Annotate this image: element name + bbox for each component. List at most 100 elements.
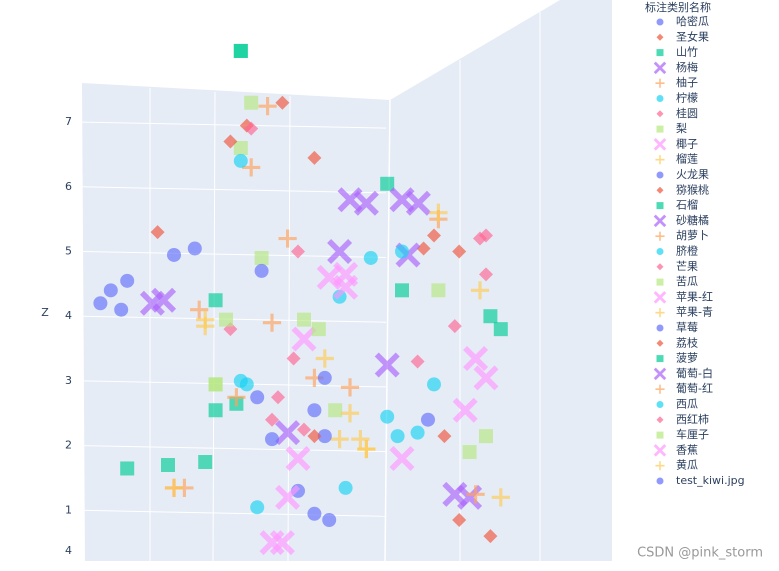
point (427, 228, 441, 243)
point (491, 488, 510, 507)
point (150, 225, 165, 240)
point (208, 377, 223, 392)
legend-marker (655, 461, 665, 471)
point (190, 300, 209, 319)
point (208, 403, 223, 418)
point (244, 95, 259, 110)
point (483, 309, 498, 324)
point (340, 404, 360, 423)
point (462, 445, 477, 460)
point (317, 370, 332, 385)
legend-marker (653, 444, 667, 457)
legend-marker (655, 155, 665, 165)
legend-marker (656, 416, 664, 424)
legend-marker (656, 431, 664, 439)
z-axis-label: Z (41, 306, 49, 319)
legend-label: 脐橙 (676, 244, 698, 258)
point (139, 290, 165, 316)
legend-label: 香蕉 (676, 443, 698, 456)
point (317, 429, 332, 444)
point (479, 228, 493, 243)
legend-label: 猕猴桃 (676, 182, 709, 196)
point (307, 429, 322, 444)
legend-label: 荔枝 (676, 335, 698, 349)
point (395, 244, 409, 259)
points (93, 43, 510, 556)
point (167, 247, 181, 262)
legend-label: 草莓 (676, 321, 698, 334)
point (275, 95, 290, 110)
legend-label: 黄瓜 (676, 458, 698, 472)
point (357, 439, 376, 459)
point (114, 302, 129, 317)
point (187, 241, 202, 256)
point (363, 250, 378, 265)
point (269, 530, 295, 556)
z-tick-label: 1 (65, 503, 72, 516)
scene-panes (82, 0, 612, 562)
point (120, 461, 135, 476)
point (328, 403, 343, 418)
legend-marker (656, 339, 664, 347)
legend-label: 苹果-青 (676, 305, 713, 319)
point (316, 264, 342, 290)
point (297, 312, 311, 327)
point (395, 283, 409, 298)
legend-marker (655, 78, 665, 88)
point (196, 317, 215, 336)
point (250, 500, 265, 515)
point (447, 319, 462, 334)
point (278, 229, 297, 248)
legend-label: 柚子 (676, 75, 698, 89)
point (390, 429, 405, 444)
legend-marker (653, 138, 667, 151)
legend-marker (656, 18, 664, 26)
legend-marker (656, 202, 664, 210)
grid-line (81, 445, 387, 453)
legend-label: 西红柿 (676, 412, 709, 426)
point (429, 203, 448, 222)
point (250, 390, 265, 405)
point (254, 250, 269, 265)
point (315, 349, 334, 368)
legend-marker (656, 324, 664, 332)
point (254, 263, 269, 278)
legend-label: 哈密瓜 (676, 14, 709, 28)
legend-label: 梨 (676, 121, 687, 135)
legend-marker (653, 61, 667, 75)
point (333, 274, 359, 300)
point (353, 190, 379, 216)
legend-label: 芒果 (676, 260, 698, 273)
point (164, 478, 184, 497)
point (103, 283, 118, 298)
point (275, 420, 301, 446)
point (493, 322, 508, 337)
legend-marker (656, 110, 664, 118)
point (262, 313, 282, 332)
legend-label: 椰子 (676, 136, 698, 150)
legend-marker (656, 33, 664, 41)
z-tick-label: 2 (65, 439, 72, 452)
legend-label: 桂圆 (676, 106, 698, 120)
legend-label: 山竹 (676, 45, 698, 59)
point (242, 158, 261, 177)
point (410, 425, 425, 440)
legend-label: 胡萝卜 (676, 228, 709, 242)
x-tick-label: 4 (65, 544, 72, 557)
point (227, 388, 246, 407)
point (340, 378, 360, 397)
legend-label: test_kiwi.jpg (676, 474, 745, 487)
point (291, 244, 305, 259)
legend-label: 葡萄-白 (676, 366, 713, 380)
point (258, 97, 277, 116)
z-tick-label: 6 (65, 180, 72, 193)
point (275, 484, 301, 510)
point (410, 354, 425, 369)
legend-marker (656, 248, 664, 255)
watermark: CSDN @pink_storm (637, 546, 763, 561)
point (427, 377, 441, 392)
point (223, 134, 238, 149)
point (431, 283, 446, 298)
point (233, 43, 248, 58)
point (161, 458, 175, 473)
